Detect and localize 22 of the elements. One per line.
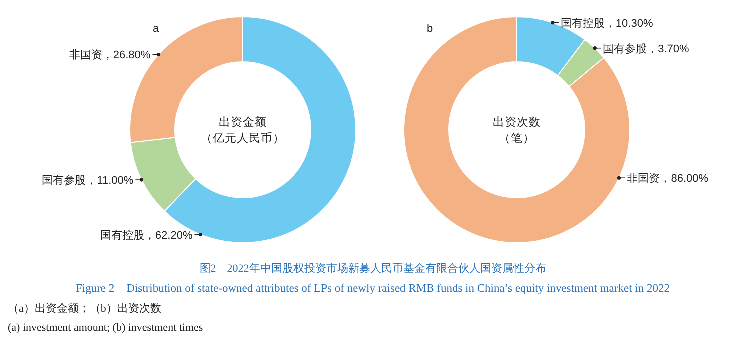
data-label: ，10.30% bbox=[604, 18, 654, 30]
text: b bbox=[427, 23, 434, 35]
text: （a）出资金额；（b）出资次数 bbox=[8, 302, 162, 315]
slice-label: 非国资 bbox=[69, 48, 102, 62]
slice-label: 国有控股 bbox=[100, 230, 144, 242]
text: （亿元人民币） bbox=[201, 131, 285, 145]
text: 图2 2022年中国股权投资市场新募人民币基金有限合伙人国资属性分布 bbox=[200, 262, 546, 275]
slice-label: 国有控股 bbox=[560, 18, 605, 30]
text: a bbox=[153, 23, 160, 35]
text: Figure 2 Distribution of state-owned attributes of LPs of newly raised RMB funds in China’s equity investment market in 2022 bbox=[76, 283, 670, 295]
data-label: ，11.00% bbox=[86, 175, 134, 188]
slice-label: 国有参股 bbox=[603, 42, 648, 56]
data-label: ，3.70% bbox=[647, 43, 690, 56]
data-label: ，86.00% bbox=[660, 173, 709, 186]
text: （笔） bbox=[499, 132, 535, 145]
slice-label: 非国资 bbox=[627, 172, 660, 186]
data-label: ，62.20% bbox=[144, 230, 193, 242]
data-label: ，26.80% bbox=[102, 50, 151, 62]
text: (a) investment amount; (b) investment times bbox=[8, 322, 204, 334]
slice-label: 国有参股 bbox=[42, 174, 86, 188]
text: 出资金额 bbox=[219, 115, 267, 129]
text: 出资次数 bbox=[493, 116, 541, 129]
